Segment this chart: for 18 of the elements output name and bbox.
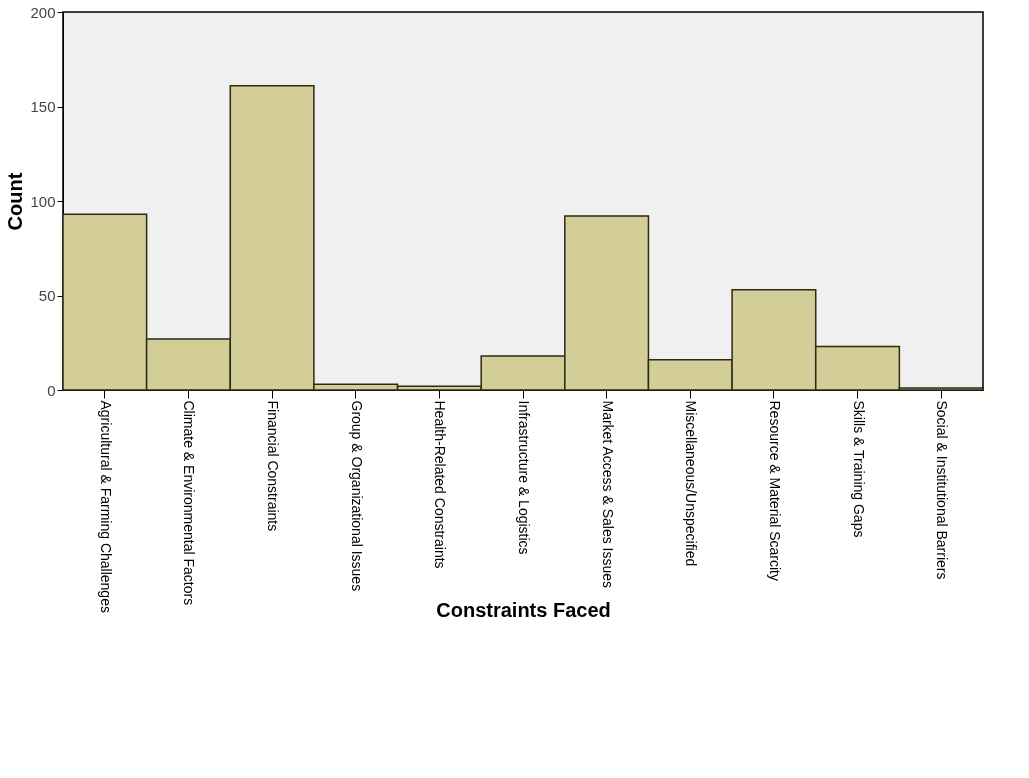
y-tick-label: 100 [30,192,56,210]
y-tick-label: 200 [30,3,56,21]
y-tick-label: 0 [47,381,56,399]
x-tick-label: Group & Organizational Issues [348,400,365,592]
x-tick-label: Resource & Material Scarcity [766,400,783,582]
y-axis-title: Count [4,172,27,231]
x-tick-label: Skills & Training Gaps [850,400,867,538]
x-tick-label: Climate & Environmental Factors [181,400,198,606]
y-tick-label: 150 [30,98,56,115]
x-axis-title: Constraints Faced [436,598,611,621]
x-tick-label: Infrastructure & Logistics [516,400,532,555]
x-tick-label: Agricultural & Farming Challenges [97,400,114,613]
x-tick-label: Financial Constraints [265,400,282,532]
x-tick-label: Health-Related Constraints [432,400,449,569]
y-tick-label: 50 [38,287,56,304]
x-tick-label: Market Access & Sales Issues [599,400,616,589]
x-tick-label: Miscellaneous/Unspecified [683,400,700,567]
x-tick-label: Social & Institutional Barriers [934,400,951,580]
